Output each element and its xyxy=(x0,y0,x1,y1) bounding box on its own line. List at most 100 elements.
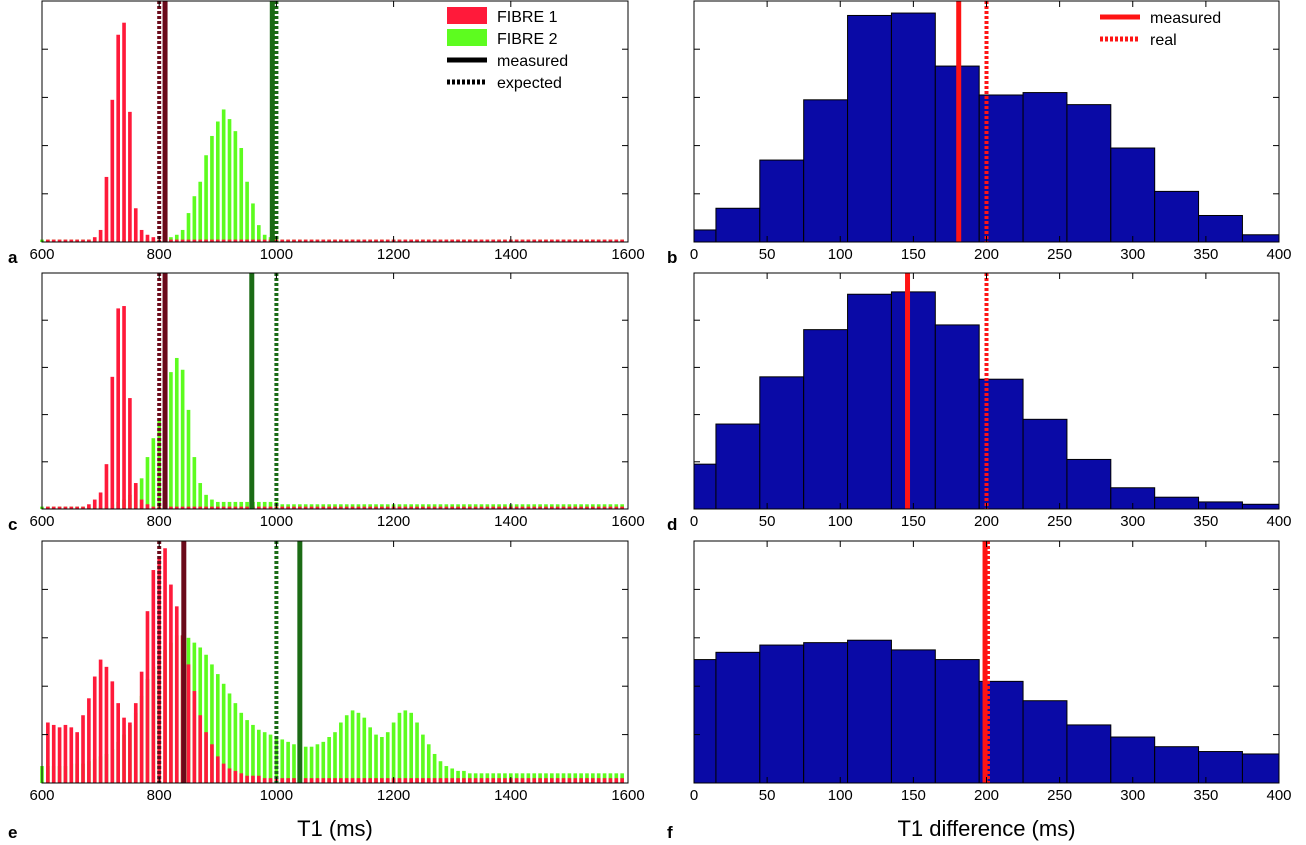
bar-fibre1 xyxy=(614,506,619,509)
bar-fibre1 xyxy=(145,504,150,509)
legend-label: measured xyxy=(497,53,568,70)
bar-fibre1 xyxy=(403,506,408,509)
bar-fibre1 xyxy=(221,239,226,242)
bar-fibre1 xyxy=(239,773,244,783)
bar-fibre1 xyxy=(169,239,173,242)
bar-fibre1 xyxy=(344,239,349,242)
bar-fibre1 xyxy=(180,239,185,242)
bar-difference xyxy=(890,649,936,784)
bar-fibre1 xyxy=(550,239,554,242)
bar-fibre1 xyxy=(145,611,150,783)
x-tick-label: 0 xyxy=(690,787,698,804)
bar-fibre1 xyxy=(268,506,273,509)
bar-fibre1 xyxy=(174,239,179,242)
bar-fibre1 xyxy=(69,239,74,242)
bar-fibre1 xyxy=(262,239,267,242)
bar-fibre2 xyxy=(210,664,214,783)
x-axis-title: T1 (ms) xyxy=(297,816,373,841)
bar-fibre2 xyxy=(380,737,384,783)
bar-fibre2 xyxy=(426,744,431,783)
bar-fibre2 xyxy=(245,501,249,509)
bar-fibre1 xyxy=(596,778,601,783)
plot-area xyxy=(42,1,628,242)
bar-fibre1 xyxy=(544,778,548,783)
x-tick-label: 50 xyxy=(759,513,776,530)
bar-fibre1 xyxy=(503,239,507,242)
bar-fibre1 xyxy=(63,506,68,509)
bar-difference xyxy=(759,644,805,784)
bar-fibre1 xyxy=(497,506,501,509)
x-tick-label: 800 xyxy=(147,787,172,804)
bar-fibre1 xyxy=(497,239,501,242)
bar-fibre2 xyxy=(204,494,208,509)
bar-fibre2 xyxy=(327,737,331,783)
bar-fibre1 xyxy=(421,778,425,783)
bar-fibre1 xyxy=(473,506,478,509)
bar-fibre1 xyxy=(303,239,308,242)
bar-fibre1 xyxy=(485,778,490,783)
bar-fibre1 xyxy=(116,703,120,783)
x-tick-label: 350 xyxy=(1193,246,1218,263)
x-axis-title: T1 difference (ms) xyxy=(897,816,1075,841)
bar-fibre2 xyxy=(292,744,296,783)
bar-fibre1 xyxy=(573,506,578,509)
bar-fibre1 xyxy=(251,775,255,783)
bar-fibre1 xyxy=(198,239,203,242)
bar-fibre2 xyxy=(227,693,232,783)
bar-fibre1 xyxy=(579,239,583,242)
bar-fibre1 xyxy=(321,506,326,509)
bar-fibre1 xyxy=(321,239,326,242)
axes-frame xyxy=(41,0,629,243)
bar-fibre1 xyxy=(204,506,208,509)
bar-difference xyxy=(1198,751,1243,784)
bar-fibre1 xyxy=(403,778,408,783)
bar-fibre1 xyxy=(485,506,490,509)
axes-frame xyxy=(41,272,629,510)
bar-difference xyxy=(715,651,761,784)
bar-fibre1 xyxy=(479,778,484,783)
bar-fibre1 xyxy=(344,778,349,783)
bar-fibre1 xyxy=(128,722,132,783)
x-tick-label: 400 xyxy=(1266,513,1291,530)
bar-fibre2 xyxy=(251,203,255,242)
bar-fibre1 xyxy=(333,778,337,783)
x-tick-label: 300 xyxy=(1120,513,1145,530)
bar-difference xyxy=(1022,92,1068,243)
x-tick-label: 1000 xyxy=(260,246,293,263)
bar-fibre1 xyxy=(368,778,372,783)
bar-fibre1 xyxy=(403,239,408,242)
bar-fibre1 xyxy=(380,506,384,509)
bar-fibre1 xyxy=(245,775,249,783)
bar-fibre1 xyxy=(380,778,384,783)
bar-difference xyxy=(847,14,892,243)
bar-fibre1 xyxy=(608,778,613,783)
bar-fibre1 xyxy=(573,778,578,783)
panel-letter: c xyxy=(8,515,17,534)
x-tick-label: 1400 xyxy=(494,787,527,804)
bar-fibre1 xyxy=(75,239,79,242)
bar-fibre1 xyxy=(491,506,496,509)
bar-fibre1 xyxy=(620,506,624,509)
bar-fibre1 xyxy=(462,778,466,783)
bar-fibre1 xyxy=(122,717,126,783)
bar-difference xyxy=(1241,234,1280,243)
bar-fibre1 xyxy=(286,239,290,242)
bar-fibre1 xyxy=(456,239,460,242)
axes-frame xyxy=(41,540,629,784)
legend-swatch xyxy=(447,29,487,46)
bar-difference xyxy=(934,659,980,784)
bar-fibre1 xyxy=(591,778,595,783)
bar-fibre2 xyxy=(192,457,197,509)
bar-fibre1 xyxy=(98,492,103,509)
legend-label: FIBRE 2 xyxy=(497,31,558,48)
bar-fibre1 xyxy=(75,506,79,509)
bar-fibre1 xyxy=(462,239,466,242)
bar-fibre1 xyxy=(128,111,132,242)
bar-difference xyxy=(1154,746,1200,784)
x-tick-label: 1000 xyxy=(260,787,293,804)
x-tick-label: 600 xyxy=(29,246,54,263)
bar-fibre1 xyxy=(204,732,208,783)
bar-fibre2 xyxy=(210,135,214,242)
bar-fibre1 xyxy=(169,584,173,783)
bar-fibre1 xyxy=(467,239,472,242)
